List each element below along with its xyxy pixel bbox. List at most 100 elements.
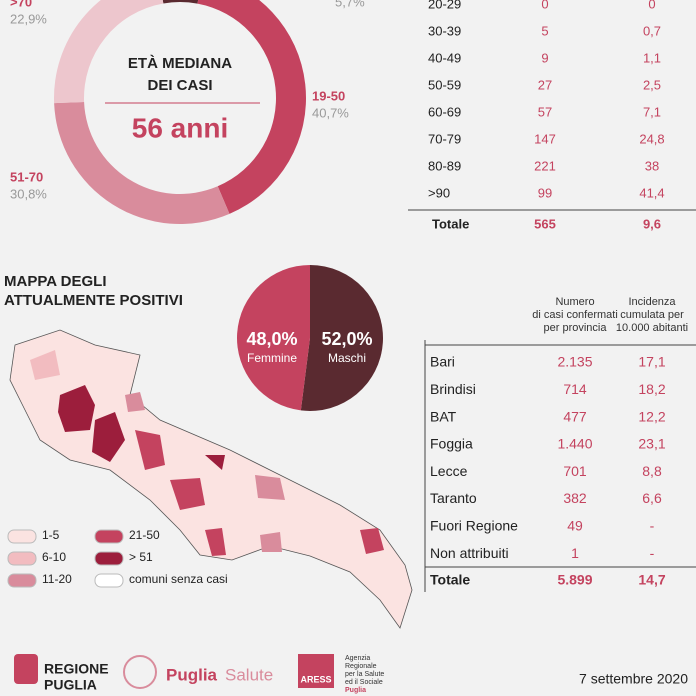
- label: Lecce: [430, 463, 468, 479]
- label: 2.135: [557, 354, 592, 370]
- label: 12,2: [638, 408, 665, 424]
- label: ARESS: [300, 674, 331, 684]
- label: 41,4: [639, 185, 664, 200]
- label: 5: [541, 23, 548, 38]
- label: 40-49: [428, 50, 461, 65]
- label: 147: [534, 131, 556, 146]
- label: DEI CASI: [147, 77, 212, 94]
- label: Femmine: [247, 351, 297, 365]
- label: Taranto: [430, 490, 477, 506]
- pie-segment: [237, 265, 310, 411]
- label: di casi confermati: [532, 309, 618, 321]
- label: 1: [571, 545, 579, 561]
- label: 7,1: [643, 104, 661, 119]
- municipality: [260, 532, 282, 552]
- label: Puglia: [166, 665, 218, 684]
- label: 0: [541, 0, 548, 11]
- donut-segment: [162, 0, 199, 4]
- legend-label: 21-50: [129, 528, 160, 542]
- legend-label: 11-20: [42, 572, 72, 586]
- label: Incidenza: [628, 296, 676, 308]
- aress-logo: [298, 654, 334, 688]
- label: REGIONE: [44, 661, 109, 677]
- label: 52,0%: [321, 329, 372, 349]
- label: 9,6: [643, 216, 661, 231]
- map: [9, 329, 413, 629]
- label: Totale: [430, 572, 470, 588]
- label: Totale: [432, 216, 469, 231]
- label: Maschi: [328, 351, 366, 365]
- label: 40,7%: [312, 105, 349, 120]
- label: 10.000 abitanti: [616, 322, 688, 334]
- municipality: [205, 455, 225, 470]
- label: 56 anni: [132, 112, 228, 143]
- legend-swatch: [94, 573, 124, 588]
- label: Non attribuiti: [430, 545, 509, 561]
- label: 24,8: [639, 131, 664, 146]
- label: 1.440: [557, 436, 592, 452]
- municipality: [135, 430, 165, 470]
- legend-label: > 51: [129, 550, 153, 564]
- label: 22,9%: [10, 11, 47, 26]
- label: 49: [567, 518, 583, 534]
- municipality: [360, 528, 384, 554]
- label: 18,2: [638, 381, 665, 397]
- municipality: [170, 478, 205, 510]
- label: ATTUALMENTE POSITIVI: [4, 292, 183, 309]
- legend-swatch: [7, 529, 37, 544]
- municipality: [92, 412, 125, 462]
- label: 27: [538, 77, 552, 92]
- legend-swatch: [7, 573, 37, 588]
- label: ed il Sociale: [345, 679, 383, 686]
- label: 80-89: [428, 158, 461, 173]
- label: 48,0%: [246, 329, 297, 349]
- label: 19-50: [312, 88, 345, 103]
- donut-segment: [197, 0, 306, 214]
- label: >70: [10, 0, 32, 9]
- pie-segment: [300, 265, 384, 411]
- label: 20-29: [428, 0, 461, 11]
- label: 477: [563, 408, 587, 424]
- municipality: [205, 528, 226, 556]
- label: per la Salute: [345, 671, 384, 678]
- label: Agenzia: [345, 655, 370, 662]
- label: Brindisi: [430, 381, 476, 397]
- label: 57: [538, 104, 552, 119]
- label: 30,8%: [10, 186, 47, 201]
- regione-logo: [14, 654, 38, 684]
- legend-label: 1-5: [42, 528, 60, 542]
- label: 23,1: [638, 436, 665, 452]
- label: 221: [534, 158, 556, 173]
- label: 51-70: [10, 169, 43, 184]
- label: 8,8: [642, 463, 662, 479]
- donut-segment: [54, 101, 230, 224]
- label: Numero: [555, 296, 594, 308]
- label: Foggia: [430, 436, 473, 452]
- label: cumulata per: [620, 309, 684, 321]
- label: MAPPA DEGLI: [4, 273, 107, 290]
- label: per provincia: [544, 322, 608, 334]
- label: 0,7: [643, 23, 661, 38]
- label: 565: [534, 216, 556, 231]
- label: 60-69: [428, 104, 461, 119]
- label: BAT: [430, 408, 457, 424]
- label: 1,1: [643, 50, 661, 65]
- legend-swatch: [7, 551, 37, 566]
- label: Regionale: [345, 663, 377, 670]
- label: Fuori Regione: [430, 518, 518, 534]
- label: Puglia: [345, 687, 366, 694]
- label: 17,1: [638, 354, 665, 370]
- label: 70-79: [428, 131, 461, 146]
- label: Salute: [225, 665, 273, 684]
- municipality: [58, 385, 95, 432]
- municipality: [125, 392, 145, 412]
- municipality: [30, 350, 60, 380]
- label: 7 settembre 2020: [579, 671, 688, 687]
- label: 38: [645, 158, 659, 173]
- donut-segment: [54, 0, 164, 104]
- legend-swatch: [94, 551, 124, 566]
- label: ETÀ MEDIANA: [128, 55, 232, 72]
- legend-label: 6-10: [42, 550, 66, 564]
- label: 382: [563, 490, 587, 506]
